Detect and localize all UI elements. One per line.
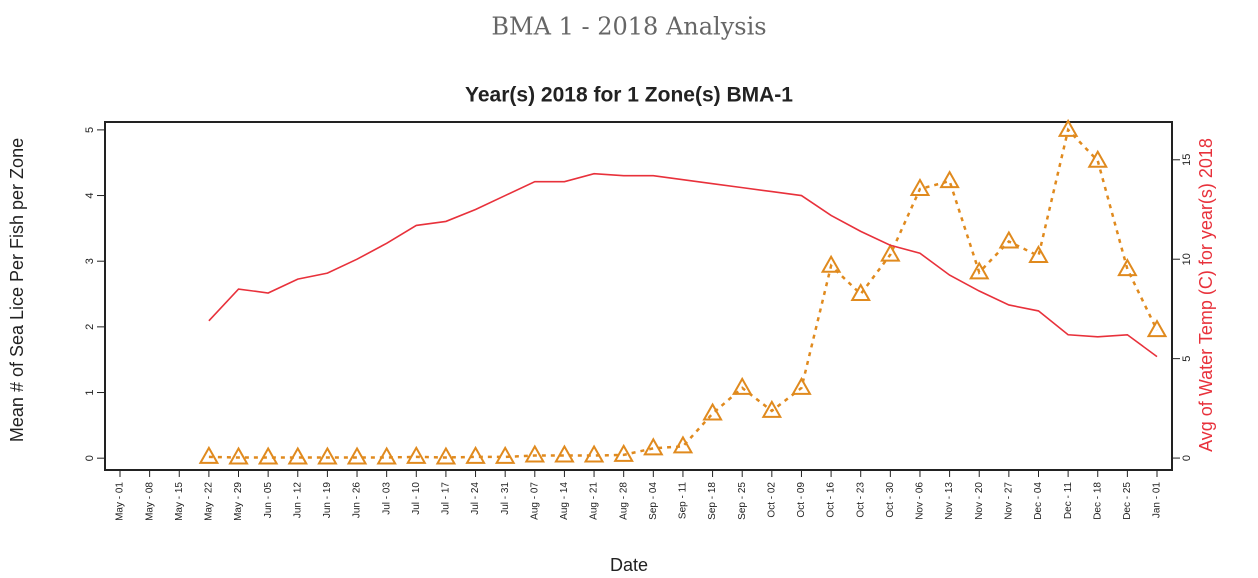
x-tick-label: Dec - 25: [1122, 482, 1133, 520]
x-tick-label: Jul - 03: [381, 482, 392, 515]
x-tick-label: Nov - 20: [974, 482, 985, 520]
triangle-marker: [554, 444, 575, 463]
chart-title: Year(s) 2018 for 1 Zone(s) BMA-1: [465, 84, 793, 107]
x-tick-label: Oct - 02: [766, 482, 777, 518]
x-tick-label: May - 01: [115, 482, 126, 521]
triangle-marker: [613, 443, 634, 462]
x-tick-label: Dec - 04: [1033, 482, 1044, 520]
x-tick-label: Nov - 13: [944, 482, 955, 520]
x-tick-label: May - 15: [174, 482, 185, 521]
triangle-marker: [228, 446, 249, 465]
triangle-marker: [1146, 319, 1168, 338]
x-tick-label: Sep - 18: [707, 482, 718, 520]
triangle-marker: [702, 402, 723, 421]
triangle-marker: [435, 446, 457, 465]
x-tick-label: Aug - 21: [589, 482, 600, 520]
x-tick-label: Nov - 27: [1003, 482, 1014, 520]
x-tick-label: Sep - 25: [737, 482, 748, 520]
triangle-marker: [1117, 258, 1138, 277]
x-tick-label: Oct - 09: [796, 482, 807, 518]
x-tick-label: May - 22: [204, 482, 215, 521]
x-tick-label: Dec - 11: [1063, 482, 1074, 519]
triangle-marker: [939, 170, 960, 189]
x-tick-label: Sep - 11: [678, 482, 689, 519]
y-axis-title: Mean # of Sea Lice Per Fish per Zone: [7, 138, 27, 442]
x-tick-label: Oct - 23: [855, 482, 866, 518]
triangle-marker: [880, 243, 901, 262]
x-tick-label: Jun - 05: [263, 482, 274, 519]
x-tick-label: Jul - 17: [441, 482, 452, 515]
page-title: BMA 1 - 2018 Analysis: [491, 13, 766, 41]
triangle-marker: [494, 445, 516, 464]
triangle-marker: [465, 445, 486, 464]
y2-tick-label: 10: [1181, 253, 1193, 265]
x-tick-label: Jun - 26: [352, 482, 363, 519]
triangle-marker: [317, 446, 338, 465]
triangle-marker: [969, 261, 990, 280]
y2-tick-label: 0: [1181, 455, 1193, 461]
x-tick-label: Aug - 28: [618, 482, 629, 520]
y2-tick-label: 5: [1181, 356, 1193, 362]
x-tick-label: May - 29: [233, 482, 244, 521]
x-axis-title: Date: [610, 555, 648, 575]
x-tick-label: Aug - 07: [529, 482, 540, 520]
triangle-marker: [287, 446, 308, 465]
y-tick-label: 0: [84, 455, 96, 461]
triangle-marker: [198, 445, 220, 464]
plot-frame: [104, 121, 1173, 471]
y-tick-label: 1: [84, 389, 96, 395]
triangle-marker: [257, 446, 279, 465]
triangle-marker: [346, 446, 368, 465]
x-tick-label: Jun - 19: [322, 482, 333, 519]
x-tick-label: Jul - 24: [470, 482, 481, 515]
triangle-marker: [850, 283, 871, 302]
triangle-marker: [1057, 118, 1079, 137]
x-tick-label: Dec - 18: [1092, 482, 1103, 520]
x-tick-label: Jan - 01: [1152, 482, 1163, 519]
x-tick-label: Aug - 14: [559, 482, 570, 520]
x-tick-label: Jul - 31: [500, 482, 511, 515]
x-tick-label: Sep - 04: [648, 482, 659, 520]
triangle-marker: [672, 435, 694, 454]
triangle-marker: [583, 444, 605, 463]
triangle-marker: [998, 230, 1020, 249]
triangle-marker: [376, 446, 397, 465]
y2-tick-label: 15: [1181, 154, 1193, 166]
x-tick-label: Oct - 16: [826, 482, 837, 518]
x-tick-label: Jul - 10: [411, 482, 422, 515]
triangle-marker: [909, 177, 931, 196]
y2-axis-title: Avg of Water Temp (C) for year(s) 2018: [1196, 138, 1216, 452]
triangle-marker: [820, 254, 842, 273]
triangle-marker: [791, 376, 812, 395]
x-tick-label: Oct - 30: [885, 482, 896, 518]
triangle-marker: [643, 437, 664, 456]
triangle-marker: [524, 444, 546, 463]
y-tick-label: 5: [84, 127, 96, 133]
series-line: [208, 172, 1158, 358]
x-tick-label: Nov - 06: [915, 482, 926, 520]
triangle-marker: [1087, 149, 1108, 168]
y-tick-label: 4: [84, 192, 96, 198]
x-tick-label: Jun - 12: [292, 482, 303, 519]
y-tick-label: 3: [84, 258, 96, 264]
triangle-marker: [731, 376, 753, 395]
y-tick-label: 2: [84, 324, 96, 330]
x-tick-label: May - 08: [144, 482, 155, 521]
triangle-marker: [1028, 244, 1049, 263]
triangle-marker: [761, 399, 783, 418]
triangle-marker: [406, 445, 427, 464]
